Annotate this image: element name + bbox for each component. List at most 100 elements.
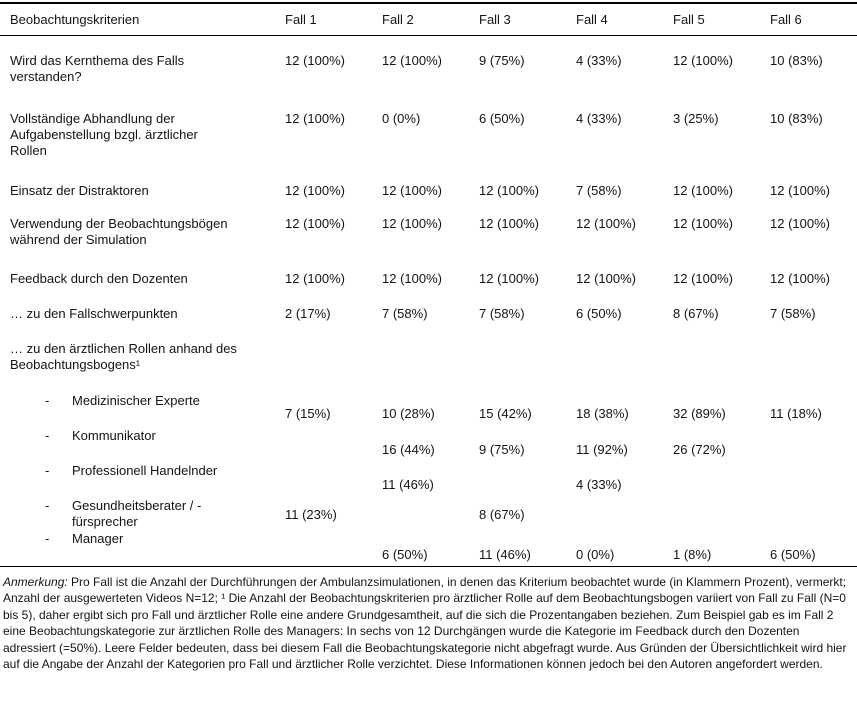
row-label: - Kommunikator [0, 428, 275, 444]
dash-bullet: - [45, 428, 50, 443]
cell-value: 12 (100%) [576, 216, 636, 231]
dash-bullet: - [45, 498, 50, 513]
cell-value [663, 341, 760, 373]
table-header-row: Beobachtungskriterien Fall 1 Fall 2 Fall… [0, 4, 857, 36]
cell-value: 12 (100%) [285, 53, 345, 68]
table-row: - Manager 6 (50%) 11 (46%) 0 (0%) 1 (8%)… [0, 531, 857, 562]
table-row: Vollständige Abhandlung der Aufgabenstel… [0, 111, 857, 159]
cell-value: 1 (8%) [673, 547, 712, 562]
cell-value: 7 (58%) [770, 306, 816, 321]
cell-value: 12 (100%) [479, 216, 539, 231]
row-label-text: Professionell Handelnder [72, 463, 218, 478]
row-label-text: Gesundheitsberater / - fürsprecher [72, 498, 202, 529]
table-row: - Kommunikator 16 (44%) 9 (75%) 11 (92%)… [0, 428, 857, 457]
cell-value: 12 (100%) [673, 183, 733, 198]
cell-value [372, 341, 469, 373]
cell-value: 8 (67%) [673, 306, 719, 321]
cell-value [372, 507, 469, 539]
table-row: - Medizinischer Experte 7 (15%) 10 (28%)… [0, 393, 857, 421]
cell-value [275, 341, 372, 373]
cell-value: 2 (17%) [285, 306, 331, 321]
cell-value: 4 (33%) [576, 477, 622, 492]
cell-value: 12 (100%) [770, 216, 830, 231]
row-label: - Gesundheitsberater / - fürsprecher [0, 498, 275, 530]
cell-value [275, 477, 372, 493]
table-row: Verwendung der Beobachtungsbögen während… [0, 216, 857, 248]
cell-value [760, 507, 857, 539]
row-label: Einsatz der Distraktoren [10, 183, 149, 198]
cell-value: 10 (28%) [382, 406, 435, 421]
cell-value: 12 (100%) [285, 216, 345, 231]
cell-value: 12 (100%) [382, 271, 442, 286]
cell-value: 10 (83%) [770, 111, 823, 126]
cell-value: 6 (50%) [576, 306, 622, 321]
dash-bullet: - [45, 531, 50, 546]
cell-value: 11 (46%) [382, 477, 434, 492]
cell-value: 12 (100%) [285, 183, 345, 198]
cell-value: 16 (44%) [382, 442, 435, 457]
cell-value [469, 477, 566, 493]
cell-value [566, 341, 663, 373]
cell-value [469, 341, 566, 373]
cell-value: 10 (83%) [770, 53, 823, 68]
row-label: Vollständige Abhandlung der Aufgabenstel… [10, 111, 198, 158]
cell-value [760, 341, 857, 373]
table-row: - Gesundheitsberater / - fürsprecher 11 … [0, 498, 857, 530]
table-row: … zu den Fallschwerpunkten 2 (17%) 7 (58… [0, 306, 857, 322]
cell-value: 12 (100%) [382, 183, 442, 198]
row-label: - Medizinischer Experte [0, 393, 275, 409]
row-label-text: Manager [72, 531, 124, 546]
cell-value: 12 (100%) [673, 216, 733, 231]
cell-value: 9 (75%) [479, 53, 525, 68]
cell-value: 26 (72%) [673, 442, 726, 457]
cell-value: 0 (0%) [576, 547, 615, 562]
cell-value [275, 442, 372, 458]
cell-value: 12 (100%) [479, 183, 539, 198]
cell-value: 12 (100%) [770, 183, 830, 198]
cell-value: 8 (67%) [479, 507, 525, 522]
column-header-fall-1: Fall 1 [285, 12, 317, 27]
row-label: … zu den Fallschwerpunkten [10, 306, 178, 321]
dash-bullet: - [45, 393, 50, 408]
column-header-fall-3: Fall 3 [479, 12, 511, 27]
cell-value: 6 (50%) [770, 547, 816, 562]
cell-value [663, 507, 760, 539]
cell-value: 12 (100%) [770, 271, 830, 286]
table-row: … zu den ärztlichen Rollen anhand des Be… [0, 341, 857, 373]
table-row: Einsatz der Distraktoren 12 (100%) 12 (1… [0, 183, 857, 199]
cell-value: 12 (100%) [576, 271, 636, 286]
footnote-label: Anmerkung: [3, 575, 68, 589]
table-row: Wird das Kernthema des Falls verstanden?… [0, 53, 857, 85]
row-label: Feedback durch den Dozenten [10, 271, 188, 286]
cell-value: 11 (23%) [285, 507, 337, 522]
table-row: Feedback durch den Dozenten 12 (100%) 12… [0, 271, 857, 287]
cell-value [760, 442, 857, 458]
cell-value: 12 (100%) [285, 271, 345, 286]
cell-value: 12 (100%) [382, 216, 442, 231]
cell-value: 11 (18%) [770, 406, 822, 421]
table-footnote: Anmerkung: Pro Fall ist die Anzahl der D… [3, 574, 854, 672]
cell-value: 0 (0%) [382, 111, 421, 126]
cell-value: 7 (58%) [576, 183, 622, 198]
cell-value: 6 (50%) [479, 111, 525, 126]
row-label: - Professionell Handelnder [0, 463, 275, 479]
cell-value [760, 477, 857, 493]
observation-criteria-table: Beobachtungskriterien Fall 1 Fall 2 Fall… [0, 2, 857, 567]
cell-value: 3 (25%) [673, 111, 719, 126]
cell-value: 7 (58%) [382, 306, 428, 321]
cell-value: 12 (100%) [285, 111, 345, 126]
dash-bullet: - [45, 463, 50, 478]
cell-value: 15 (42%) [479, 406, 532, 421]
cell-value: 12 (100%) [479, 271, 539, 286]
row-label-text: Medizinischer Experte [72, 393, 200, 408]
cell-value: 7 (15%) [285, 406, 331, 421]
cell-value [566, 507, 663, 539]
column-header-fall-2: Fall 2 [382, 12, 414, 27]
cell-value: 4 (33%) [576, 111, 622, 126]
cell-value [663, 477, 760, 493]
cell-value: 7 (58%) [479, 306, 525, 321]
cell-value: 4 (33%) [576, 53, 622, 68]
cell-value: 12 (100%) [673, 53, 733, 68]
row-label: … zu den ärztlichen Rollen anhand des Be… [10, 341, 237, 372]
column-header-fall-4: Fall 4 [576, 12, 608, 27]
